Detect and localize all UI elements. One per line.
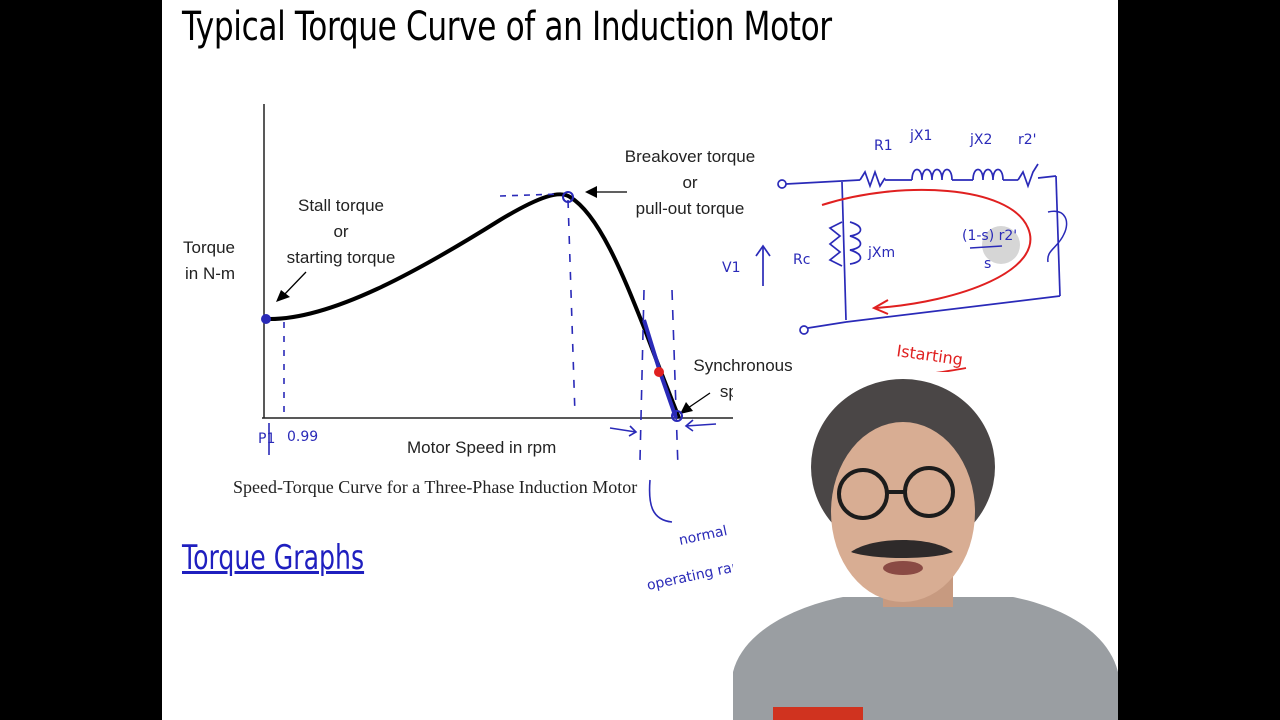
- stall-arrow: [281, 271, 307, 298]
- slide: Typical Torque Curve of an Induction Mot…: [162, 0, 1118, 720]
- x-tick-label: 0.99: [287, 429, 318, 445]
- breakover-arrowhead: [585, 186, 597, 198]
- operating-point: [654, 367, 664, 377]
- jx1-label: jX1: [909, 128, 932, 144]
- shirt-logo: [773, 707, 863, 720]
- stall-point: [261, 314, 271, 324]
- rc-label: Rc: [793, 252, 810, 268]
- stall-label-line1: Stall torque: [298, 196, 384, 215]
- stall-arrowhead: [276, 290, 290, 302]
- load-numerator-label: (1-s) r2': [962, 228, 1017, 244]
- presenter-face: [831, 422, 975, 602]
- current-loop-arrowhead: [871, 299, 889, 315]
- stall-label-line2: or: [333, 222, 348, 241]
- glasses-icon: [837, 466, 955, 520]
- figure-caption: Speed-Torque Curve for a Three-Phase Ind…: [233, 477, 637, 497]
- presenter-mustache: [851, 540, 953, 558]
- load-resistor-highlight: [982, 226, 1020, 264]
- presenter-shirt: [733, 597, 1118, 720]
- circuit-sketch: [755, 163, 1068, 335]
- sync-label-line1: Synchronous: [693, 356, 792, 375]
- x-axis-label: Motor Speed in rpm: [407, 438, 556, 457]
- x-origin-label: P1: [258, 431, 275, 447]
- torque-graphs-link[interactable]: Torque Graphs: [182, 538, 365, 578]
- presenter-mouth: [883, 561, 923, 575]
- jx2-label: jX2: [969, 132, 992, 148]
- y-axis-label-line2: in N-m: [185, 264, 235, 283]
- current-loop-arrow: [821, 188, 1032, 309]
- torque-figure: Torque in N-m Motor Speed in rpm Speed-T…: [183, 104, 1068, 594]
- ink-annotations: [268, 193, 717, 523]
- sync-point: [671, 410, 683, 422]
- sync-arrowhead: [680, 402, 693, 414]
- r1-label: R1: [874, 138, 893, 154]
- v1-label: V1: [722, 260, 740, 276]
- load-fraction-bar: [969, 245, 1003, 249]
- torque-curve: [265, 192, 681, 419]
- breakover-label-line3: pull-out torque: [636, 199, 745, 218]
- breakover-label-line1: Breakover torque: [625, 147, 755, 166]
- jxm-label: jXm: [867, 245, 895, 261]
- range-note-line1: normal: [678, 523, 729, 549]
- y-axis-label-line1: Torque: [183, 238, 235, 257]
- stall-label-line3: starting torque: [287, 248, 396, 267]
- slide-title: Typical Torque Curve of an Induction Mot…: [182, 4, 832, 50]
- load-denominator-label: s: [984, 256, 991, 272]
- breakover-label-line2: or: [682, 173, 697, 192]
- r2-label: r2': [1018, 132, 1037, 148]
- breakover-point: [562, 191, 574, 203]
- sync-arrow: [687, 392, 711, 409]
- presenter-video: [733, 372, 1118, 720]
- starting-current-label: Istarting: [895, 341, 964, 369]
